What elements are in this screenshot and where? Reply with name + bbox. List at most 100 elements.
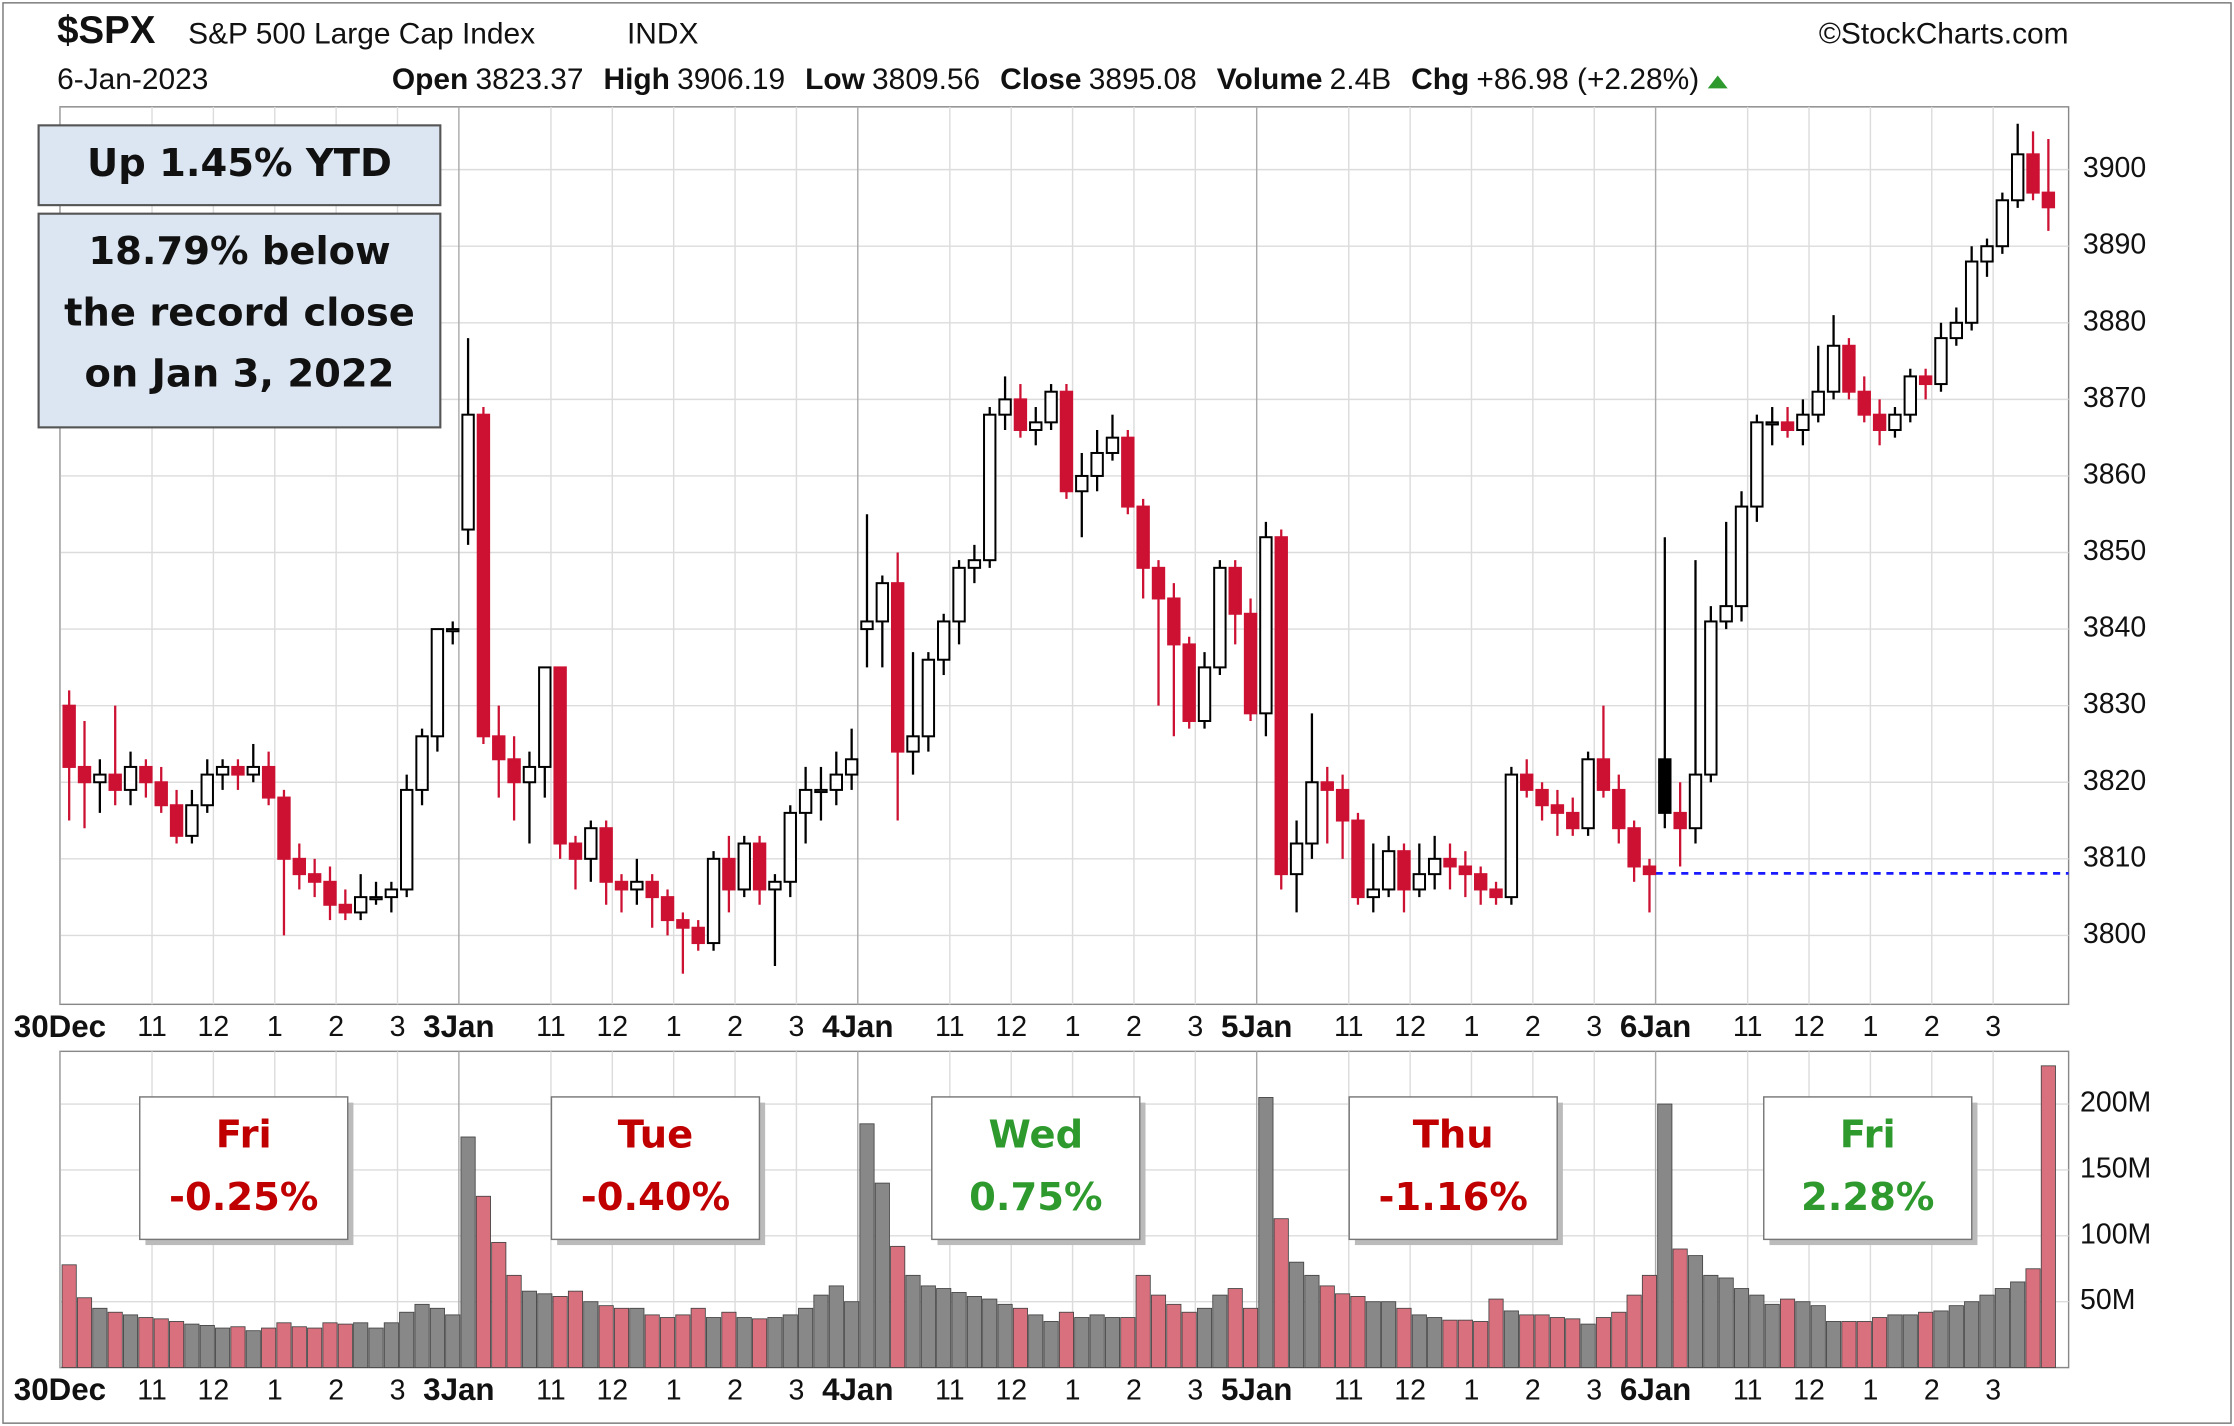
candle-body	[1182, 643, 1196, 722]
field-value: +86.98 (+2.28%)	[1476, 63, 1699, 96]
volume-bar	[1872, 1317, 1888, 1369]
volume-bar	[1657, 1103, 1673, 1369]
change-arrow	[1707, 75, 1728, 89]
volume-bar	[752, 1318, 768, 1369]
volume-bar	[276, 1322, 292, 1369]
candle-body	[215, 765, 230, 776]
volume-bar	[1473, 1321, 1489, 1369]
candle-body	[277, 796, 291, 860]
candle-body	[1658, 758, 1672, 814]
volume-bar	[1043, 1321, 1059, 1369]
x-tick-label: 4Jan	[822, 1372, 893, 1407]
field-value: 3823.37	[475, 63, 583, 96]
candle-body	[307, 873, 322, 883]
volume-bar	[199, 1324, 215, 1369]
candle-body	[1259, 536, 1273, 715]
candle-body	[706, 857, 721, 945]
field-value: 3906.19	[677, 63, 785, 96]
x-tick-label: 2	[1525, 1011, 1541, 1043]
volume-bar	[245, 1330, 261, 1369]
candle-body	[369, 896, 383, 901]
candle-body	[1427, 857, 1442, 876]
x-tick-label: 11	[1733, 1011, 1763, 1043]
volume-bar	[1856, 1321, 1872, 1369]
candle-body	[261, 765, 276, 799]
volume-bar	[1335, 1293, 1351, 1369]
volume-bar	[1749, 1294, 1765, 1369]
volume-bar	[1319, 1285, 1335, 1369]
x-tick-label: 1	[1464, 1011, 1480, 1043]
candle-body	[1274, 536, 1288, 876]
volume-bar	[997, 1303, 1013, 1369]
candle-body	[1366, 888, 1380, 899]
candle-body	[1857, 390, 1871, 416]
volume-bar	[337, 1323, 353, 1369]
x-tick-label: 11	[1334, 1374, 1364, 1406]
candle-body	[1121, 436, 1135, 508]
volume-bar	[1902, 1314, 1918, 1369]
exchange: INDX	[627, 18, 699, 51]
candle-body	[1228, 566, 1242, 615]
candle-body	[1474, 873, 1488, 891]
candle-body	[983, 413, 997, 562]
volume-bar	[399, 1311, 415, 1369]
volume-bar	[1258, 1097, 1274, 1369]
candle-body	[1504, 773, 1519, 899]
volume-bar	[798, 1307, 814, 1369]
candle-body	[1918, 375, 1933, 386]
candle-body	[676, 919, 690, 929]
volume-bar	[844, 1301, 860, 1369]
candle-body	[1765, 421, 1779, 426]
x-tick-label: 2	[1126, 1374, 1142, 1406]
y-tick-label: 3880	[2083, 305, 2146, 337]
volume-bar	[598, 1305, 614, 1369]
candle-body	[246, 765, 260, 776]
candle-body	[614, 880, 629, 891]
candle-body	[722, 857, 736, 891]
x-tick-label: 11	[137, 1374, 167, 1406]
volume-bar	[1918, 1311, 1934, 1369]
x-tick-label: 3	[1187, 1374, 1203, 1406]
volume-bar	[1120, 1317, 1136, 1369]
x-tick-label: 5Jan	[1221, 1009, 1292, 1044]
volume-bar	[307, 1327, 323, 1369]
volume-bar	[675, 1314, 691, 1369]
volume-bar	[1611, 1311, 1627, 1369]
x-tick-label: 1	[666, 1011, 682, 1043]
volume-bar	[1227, 1288, 1243, 1369]
x-tick-label: 1	[267, 1374, 283, 1406]
volume-bar	[1549, 1317, 1565, 1369]
x-tick-label: 11	[935, 1374, 965, 1406]
day-name: Wed	[988, 1112, 1083, 1157]
field-value: 2.4B	[1330, 63, 1392, 96]
volume-bar	[1104, 1317, 1121, 1369]
candle-body	[844, 758, 859, 776]
candle-body	[584, 827, 598, 860]
volume-bar	[1764, 1303, 1780, 1369]
volume-bar	[1733, 1288, 1750, 1369]
y-tick-label: 3840	[2083, 612, 2146, 644]
y-tick-label: 3810	[2083, 841, 2146, 873]
volume-bar	[1979, 1294, 1995, 1369]
volume-bar	[1289, 1261, 1305, 1369]
symbol: $SPX	[57, 9, 156, 52]
volume-tick-label: 50M	[2080, 1284, 2135, 1316]
volume-bar	[736, 1317, 752, 1369]
x-tick-label: 3Jan	[423, 1009, 494, 1044]
volume-bar	[1028, 1314, 1044, 1369]
candle-body	[860, 620, 874, 631]
y-tick-label: 3900	[2083, 152, 2146, 184]
day-name: Thu	[1413, 1112, 1494, 1157]
volume-bar	[828, 1285, 844, 1369]
note-box	[37, 212, 442, 429]
date: 6-Jan-2023	[57, 63, 208, 96]
x-tick-label: 1	[666, 1374, 682, 1406]
candle-body	[1029, 421, 1043, 431]
day-change: -1.16%	[1379, 1175, 1528, 1220]
x-tick-label: 2	[1924, 1374, 1940, 1406]
volume-bar	[1442, 1319, 1458, 1369]
volume-bar	[706, 1317, 722, 1369]
candle-body	[660, 896, 675, 922]
x-tick-label: 12	[596, 1374, 628, 1406]
